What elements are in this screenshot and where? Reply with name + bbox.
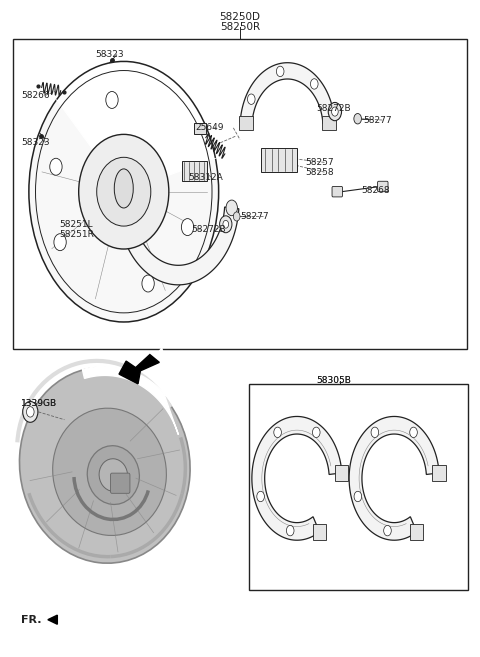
Circle shape [233,212,240,221]
FancyBboxPatch shape [194,124,206,134]
Bar [13,39,467,350]
Text: 58305B: 58305B [316,376,351,385]
Text: 1339GB: 1339GB [21,399,57,408]
Circle shape [50,158,62,175]
Ellipse shape [114,169,133,208]
FancyBboxPatch shape [313,524,326,540]
Bar [250,384,468,591]
FancyBboxPatch shape [332,187,342,197]
Polygon shape [118,207,239,285]
Ellipse shape [87,445,139,505]
Circle shape [312,427,320,438]
Text: FR.: FR. [21,615,41,625]
Polygon shape [53,55,220,192]
Text: 58277: 58277 [363,116,392,125]
Circle shape [354,491,361,502]
Circle shape [311,79,318,89]
Circle shape [219,215,232,233]
Circle shape [257,491,264,502]
Circle shape [384,526,391,536]
Text: 58272B: 58272B [316,104,350,113]
FancyBboxPatch shape [335,465,348,481]
Circle shape [54,234,66,251]
Text: 58277: 58277 [240,212,269,221]
Circle shape [226,200,238,215]
FancyBboxPatch shape [410,524,423,540]
FancyBboxPatch shape [239,116,253,130]
Circle shape [223,220,228,228]
Circle shape [26,407,34,417]
Circle shape [248,94,255,104]
Ellipse shape [20,367,190,563]
Circle shape [328,102,342,121]
Text: 58312A: 58312A [188,173,223,182]
Text: 58250D: 58250D [219,12,261,22]
Circle shape [181,219,194,236]
Circle shape [29,61,219,322]
Text: 58272B: 58272B [192,225,226,234]
Polygon shape [119,355,159,384]
Ellipse shape [53,408,167,535]
Text: 58323: 58323 [21,139,49,147]
Text: 58251R: 58251R [59,229,94,238]
Ellipse shape [79,135,169,249]
Text: 58257: 58257 [305,158,334,167]
Text: 58323: 58323 [96,50,124,58]
Ellipse shape [96,157,151,226]
FancyBboxPatch shape [432,465,446,481]
Circle shape [354,114,361,124]
FancyBboxPatch shape [181,161,207,181]
FancyBboxPatch shape [378,181,388,192]
Circle shape [106,91,118,108]
Polygon shape [252,417,342,540]
FancyBboxPatch shape [261,148,298,171]
Circle shape [276,66,284,77]
Text: 25649: 25649 [195,124,223,132]
Text: 58268: 58268 [361,186,390,195]
Text: 1339GB: 1339GB [21,399,57,408]
Polygon shape [83,348,186,434]
FancyBboxPatch shape [322,116,336,130]
Circle shape [287,526,294,536]
Text: 58266: 58266 [21,91,49,100]
Circle shape [371,427,379,438]
Circle shape [119,200,131,215]
Text: 58250R: 58250R [220,22,260,32]
Text: 58251L: 58251L [60,220,93,229]
Circle shape [332,107,338,116]
Circle shape [142,275,154,292]
Polygon shape [349,417,439,540]
Text: 58258: 58258 [305,168,334,177]
Text: 58305B: 58305B [316,376,351,385]
FancyBboxPatch shape [110,473,130,493]
Ellipse shape [99,459,128,491]
Polygon shape [48,615,57,624]
Polygon shape [240,62,335,124]
Circle shape [410,427,417,438]
Circle shape [23,401,38,422]
Circle shape [274,427,281,438]
